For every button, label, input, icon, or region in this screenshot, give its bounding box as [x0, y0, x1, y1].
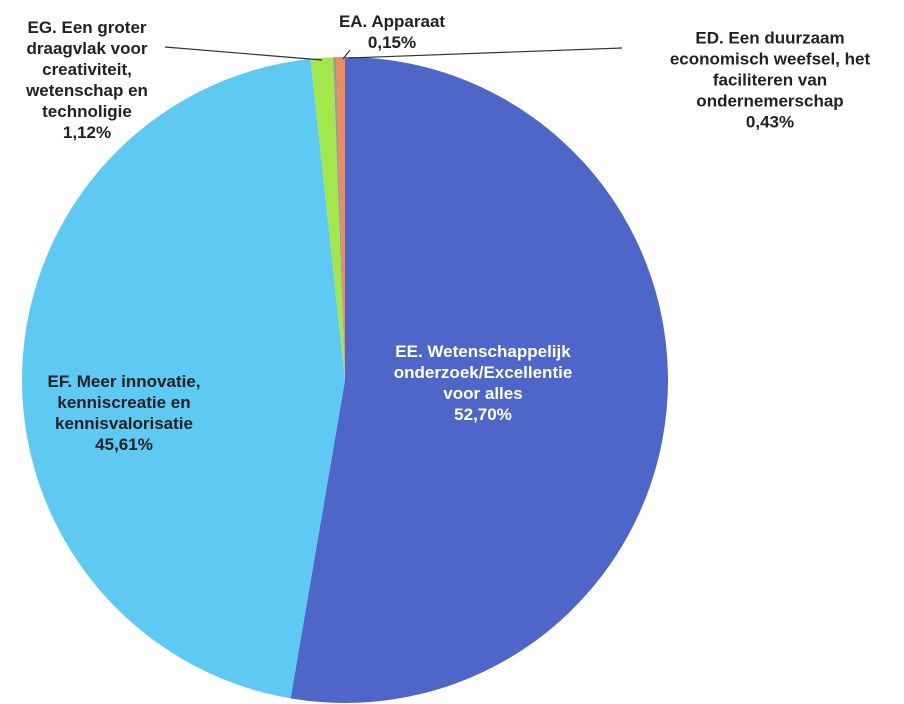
pie-slice — [310, 57, 345, 380]
leader-line — [164, 46, 323, 61]
category-label: EA. Apparaat — [338, 12, 446, 31]
pie-slice — [336, 57, 345, 380]
category-label: EE. Wetenschappelijk onderzoek/Excellent… — [393, 342, 573, 403]
value-label: 1,12% — [62, 123, 112, 142]
pie-slice — [333, 57, 345, 380]
data-label: EA. Apparaat 0,15% — [339, 11, 445, 53]
pie-slice — [290, 57, 669, 704]
value-label: 0,43% — [745, 112, 795, 132]
value-label: 0,15% — [367, 33, 417, 52]
data-label: EE. Wetenschappelijk onderzoek/Excellent… — [394, 341, 573, 425]
data-label: ED. Een duurzaam economisch weefsel, het… — [670, 28, 870, 133]
data-label: EF. Meer innovatie, kenniscreatie en ken… — [47, 371, 200, 455]
category-label: ED. Een duurzaam economisch weefsel, het… — [669, 28, 871, 111]
category-label: EF. Meer innovatie, kenniscreatie en ken… — [47, 372, 201, 433]
data-label: EG. Een groter draagvlak voor creativite… — [26, 17, 148, 143]
value-label: 45,61% — [95, 435, 153, 454]
value-label: 52,70% — [454, 405, 512, 424]
leader-line — [348, 47, 623, 59]
pie-slice — [22, 58, 345, 699]
leader-line — [342, 49, 351, 60]
category-label: EG. Een groter draagvlak voor creativite… — [26, 18, 148, 121]
